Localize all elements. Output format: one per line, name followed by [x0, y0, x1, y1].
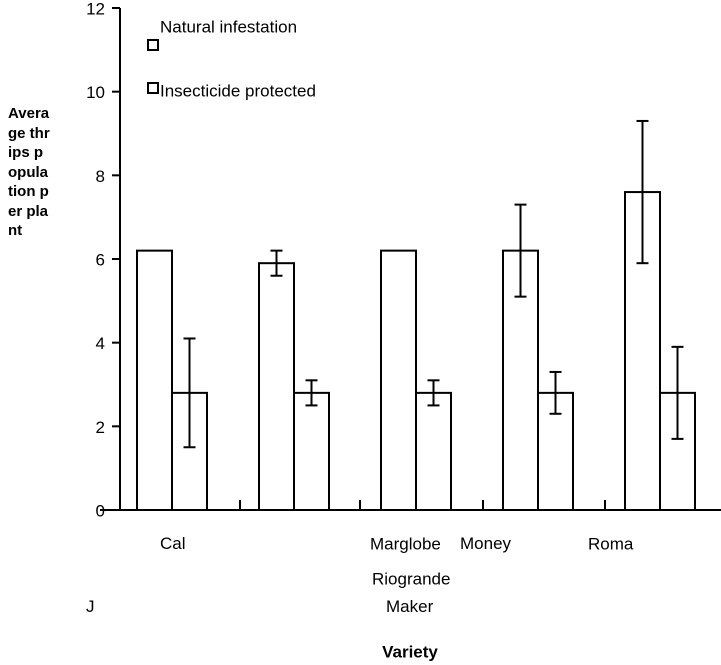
legend-swatch — [147, 39, 159, 51]
error-bar — [305, 379, 318, 407]
error-bar — [671, 345, 684, 440]
error-bar — [514, 203, 527, 298]
x-tick-label: Roma — [588, 534, 634, 553]
separators — [239, 500, 606, 510]
error-bar — [427, 379, 440, 407]
error-bar — [270, 249, 283, 277]
label-part: J — [86, 597, 95, 616]
x-axis-label: Variety — [382, 642, 438, 661]
label-part: Cal — [160, 534, 190, 553]
y-tick-label: 10 — [86, 83, 105, 102]
y-tick-label: 8 — [96, 167, 105, 186]
error-bar — [549, 370, 562, 415]
error-bar — [636, 119, 649, 265]
x-tick-label: Cal J — [86, 534, 190, 616]
y-tick-label: 12 — [86, 0, 105, 18]
legend-label: Insecticide protected — [160, 81, 316, 100]
y-tick-label: 4 — [96, 334, 105, 353]
y-axis-label: Average thrips population per plant — [8, 105, 50, 239]
x-tick-label: Money Maker — [386, 534, 516, 616]
label-part: Money — [460, 534, 516, 553]
bar — [380, 249, 417, 511]
legend-label: Natural infestation — [160, 17, 297, 36]
x-tick-label: Riogrande — [372, 569, 450, 588]
x-tick-label: Marglobe — [370, 534, 441, 553]
y-tick-label: 6 — [96, 250, 105, 269]
error-bar — [183, 337, 196, 449]
bar — [258, 262, 295, 511]
y-tick-label: 2 — [96, 418, 105, 437]
bar — [415, 391, 452, 511]
y-tick-label: 0 — [96, 501, 105, 520]
legend-swatch — [147, 82, 159, 94]
bar — [136, 249, 173, 511]
label-part: Maker — [386, 597, 434, 616]
bar — [293, 391, 330, 511]
